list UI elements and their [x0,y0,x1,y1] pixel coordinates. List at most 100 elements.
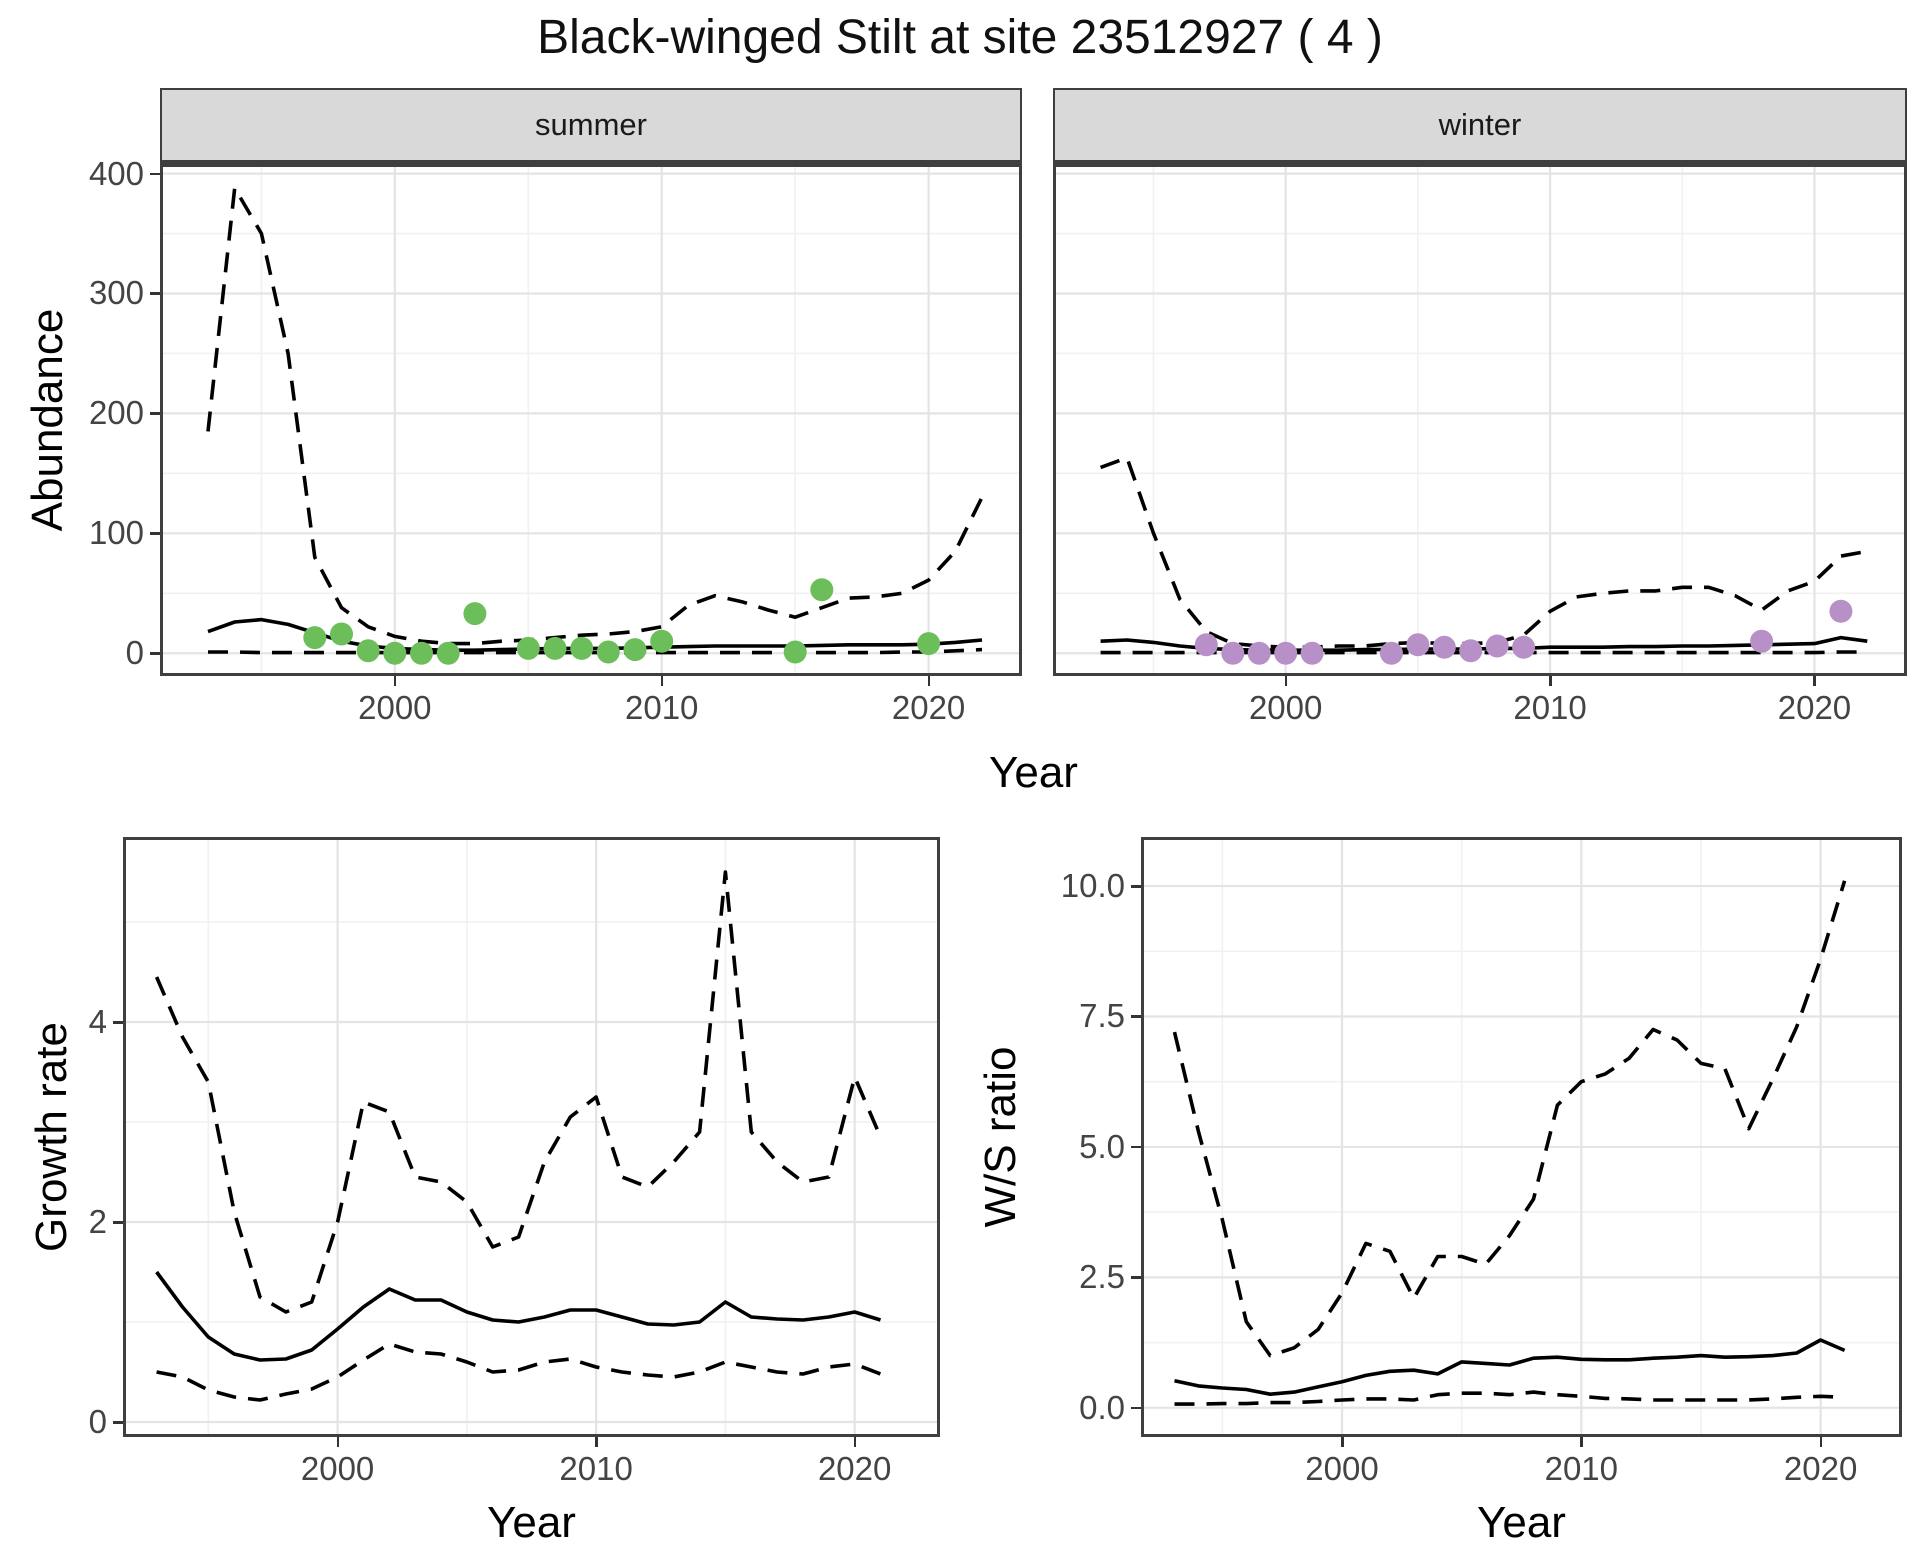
abundance_summer-data-point [410,641,433,665]
abundance_summer-data-point [516,636,540,660]
y-tick-label: 2 [88,1203,107,1240]
x-tick [853,1437,857,1447]
abundance_winter-data-point [1194,633,1218,657]
x-tick [1341,1437,1344,1447]
facet-strip-winter-label: winter [1438,107,1522,142]
winter-abundance-panel [1053,164,1907,676]
y-tick [1131,1406,1141,1410]
growth-upper_ci-line [154,870,883,1314]
abundance_summer-upper_ci-line [206,186,984,646]
abundance_summer-data-point [596,640,620,664]
abundance_summer-data-point [810,578,834,602]
y-tick [150,412,160,415]
ws_ratio-upper_ci-line [1172,880,1847,1358]
y-tick [150,652,160,655]
x-tick-label: 2010 [559,1450,633,1487]
x-tick [1580,1437,1583,1447]
abundance_winter-data-point [1379,641,1403,665]
y-tick-label: 4 [88,1003,107,1040]
ws-year-axis-title: Year [1477,1498,1566,1547]
abundance_winter-data-point [1274,641,1298,665]
y-tick-label: 0.0 [1079,1388,1125,1426]
x-tick [1819,1437,1823,1447]
x-tick-label: 2010 [625,689,699,726]
y-tick-label: 2.5 [1079,1258,1125,1296]
abundance_summer-data-point [917,632,941,656]
x-tick [1284,676,1288,686]
facet-strip-summer: summer [160,88,1022,164]
y-tick [150,292,160,295]
x-tick-label: 2000 [358,689,432,726]
y-tick [113,1021,123,1024]
ws-ratio-panel [1141,837,1902,1437]
abundance_winter-data-point [1221,641,1245,665]
y-tick [150,532,160,535]
x-tick [393,676,397,686]
x-tick [595,1437,598,1447]
facet-strip-winter: winter [1053,88,1907,164]
ws_ratio-median-line [1174,1338,1846,1397]
abundance_summer-data-point [463,602,487,626]
y-tick [1131,1276,1141,1279]
abundance_summer-data-point [543,636,567,660]
y-tick [1131,885,1141,888]
abundance_summer-data-point [356,639,380,663]
abundance_winter-data-point [1512,635,1536,659]
abundance_summer-data-point [303,626,327,650]
abundance_summer-data-point [570,636,594,660]
y-tick-label: 0 [88,1403,107,1440]
facet-strip-summer-label: summer [535,107,647,142]
abundance_winter-upper_ci-line [1099,455,1868,650]
y-tick [1131,1015,1141,1018]
y-tick-label: 300 [88,274,144,312]
x-tick-label: 2000 [300,1450,375,1487]
abundance_summer-data-point [650,629,674,653]
x-tick [1549,676,1552,686]
x-tick [660,676,664,686]
growth-rate-axis-title: Growth rate [27,1022,76,1252]
abundance_winter-data-point [1247,641,1271,665]
abundance_winter-data-point [1432,635,1456,659]
growth-year-axis-title: Year [487,1498,576,1547]
abundance_summer-data-point [783,640,807,664]
y-tick [150,172,160,176]
y-tick-label: 7.5 [1079,997,1125,1035]
abundance_winter-data-point [1829,599,1853,623]
abundance_winter-data-point [1406,633,1430,657]
top-year-axis-title: Year [989,748,1078,797]
y-tick-label: 10.0 [1060,867,1125,905]
y-tick [1131,1145,1141,1149]
x-tick [1813,676,1816,686]
x-tick-label: 2010 [1513,689,1587,726]
abundance_winter-data-point [1459,639,1483,663]
x-tick-label: 2000 [1305,1450,1379,1487]
abundance_summer-data-point [383,641,407,665]
abundance_winter-data-point [1300,641,1324,665]
abundance_summer-data-point [623,638,647,662]
x-tick-label: 2020 [891,689,966,726]
abundance_winter-data-point [1485,634,1509,658]
page-title: Black-winged Stilt at site 23512927 ( 4 … [537,11,1383,64]
y-tick-label: 400 [88,154,144,192]
y-tick [113,1421,123,1424]
x-tick-label: 2000 [1248,689,1323,726]
abundance_winter-data-point [1750,629,1774,653]
ws_ratio-lower_ci-line [1174,1390,1845,1406]
y-tick-label: 0 [125,634,144,672]
y-tick-label: 100 [88,514,144,552]
x-tick-label: 2020 [1777,689,1852,726]
abundance_summer-data-point [436,641,460,665]
summer-abundance-panel [160,164,1022,676]
x-tick-label: 2020 [1783,1450,1858,1487]
growth-lower_ci-line [156,1342,882,1402]
x-tick-label: 2020 [817,1450,892,1487]
y-tick [113,1221,123,1224]
abundance_summer-data-point [330,622,353,646]
growth-rate-panel [123,837,940,1437]
abundance_summer-lower_ci-line [208,647,983,655]
x-tick [927,676,931,686]
growth-median-line [155,1270,882,1362]
y-tick-label: 200 [88,394,144,432]
y-tick-label: 5.0 [1079,1127,1125,1165]
